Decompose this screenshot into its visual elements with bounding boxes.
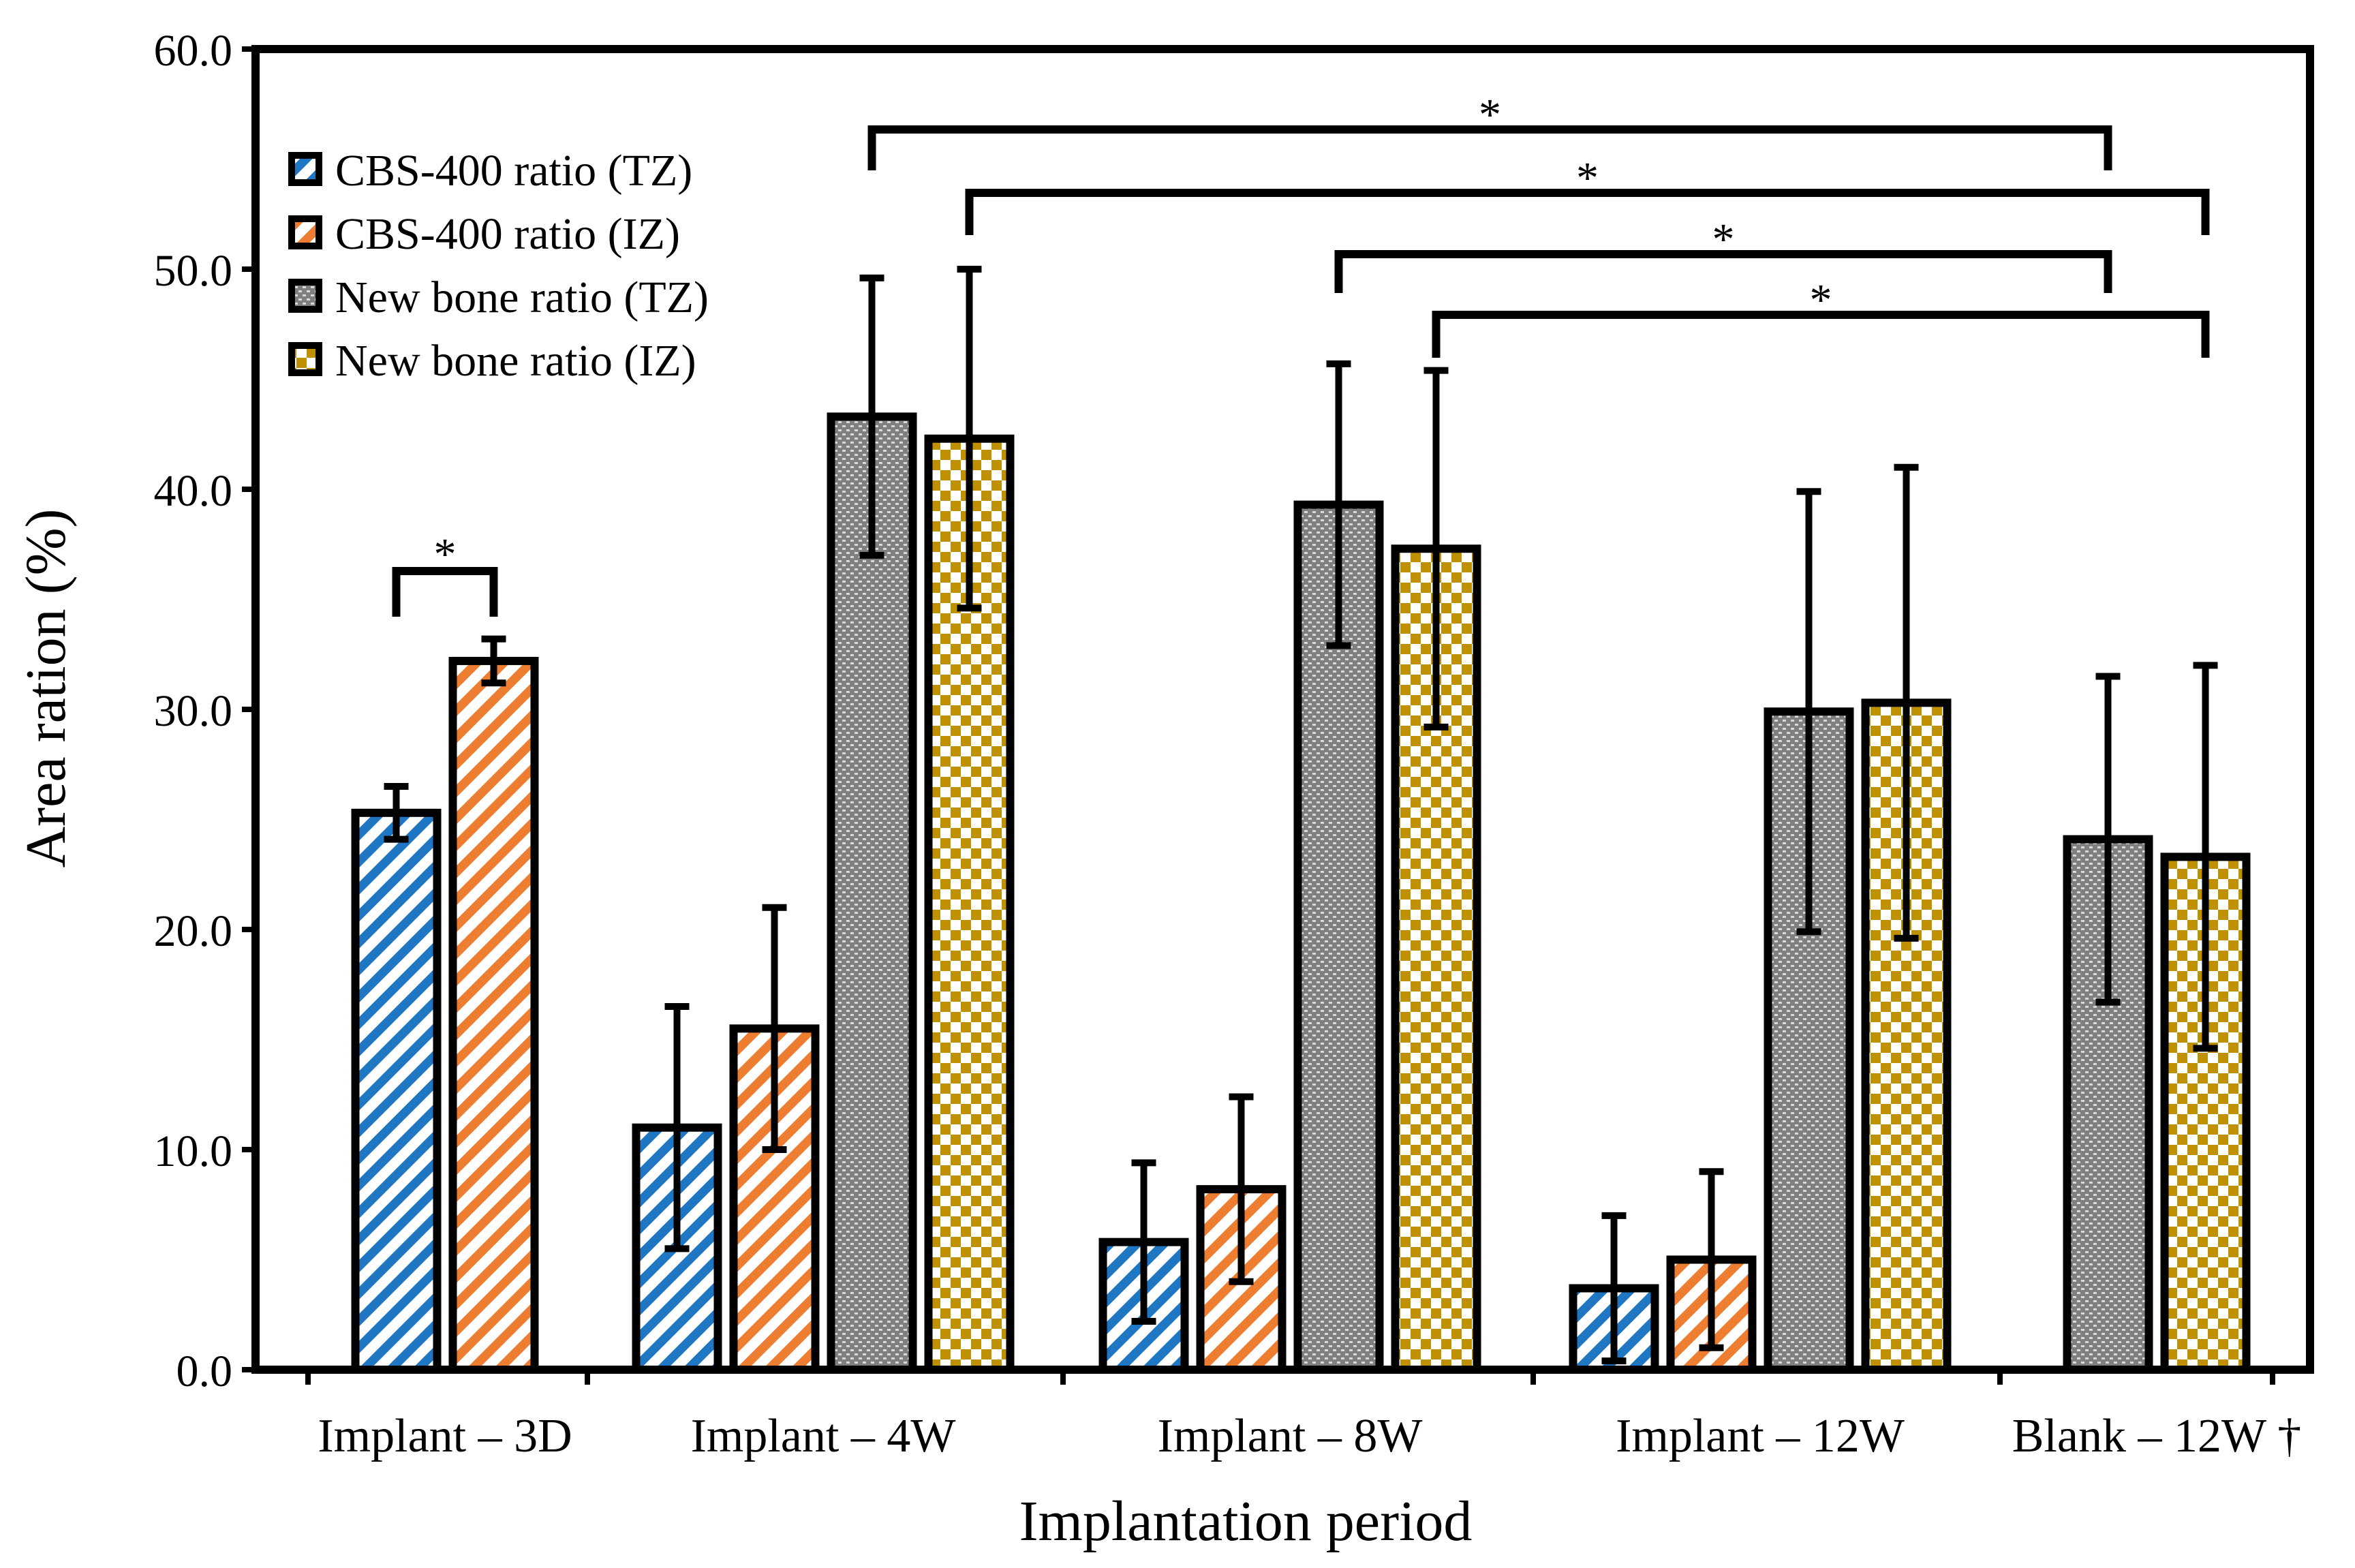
significance-bracket [965, 189, 2210, 235]
significance-bracket [1334, 250, 2112, 293]
x-axis-title: Implantation period [1019, 1490, 1473, 1553]
significance-star: * [434, 529, 457, 579]
significance-star: * [1712, 215, 1735, 264]
x-category-label: Blank – 12W † [2012, 1410, 2302, 1462]
x-category-label: Implant – 4W [691, 1410, 956, 1462]
x-category-label: Implant – 8W [1158, 1410, 1423, 1462]
significance-star: * [1810, 275, 1832, 325]
significance-star: * [1576, 153, 1599, 203]
legend-swatch [288, 152, 322, 186]
y-tick-label: 10.0 [154, 1126, 233, 1176]
legend-swatch [288, 215, 322, 249]
significance-star: * [1479, 90, 1501, 140]
y-axis-title: Area ration (%) [14, 508, 78, 867]
y-tick-label: 20.0 [154, 906, 233, 956]
significance-bracket [867, 125, 2112, 170]
bar [1764, 707, 1854, 1374]
y-tick-label: 30.0 [154, 686, 233, 736]
legend-swatch [288, 279, 322, 313]
y-tick-label: 0.0 [176, 1347, 233, 1396]
legend-label: CBS-400 ratio (IZ) [335, 209, 680, 259]
legend-label: CBS-400 ratio (TZ) [335, 146, 692, 196]
y-tick-label: 60.0 [154, 26, 233, 76]
legend-swatch [288, 342, 322, 376]
bar [351, 808, 442, 1374]
x-category-label: Implant – 3D [318, 1410, 572, 1462]
bar [827, 412, 917, 1374]
legend-label: New bone ratio (TZ) [335, 273, 709, 322]
x-category-label: Implant – 12W [1616, 1410, 1905, 1462]
legend-label: New bone ratio (IZ) [335, 336, 696, 386]
y-tick-label: 50.0 [154, 246, 233, 296]
bar [448, 656, 539, 1374]
y-tick-label: 40.0 [154, 466, 233, 516]
significance-bracket [392, 567, 498, 617]
significance-bracket [1432, 311, 2210, 358]
